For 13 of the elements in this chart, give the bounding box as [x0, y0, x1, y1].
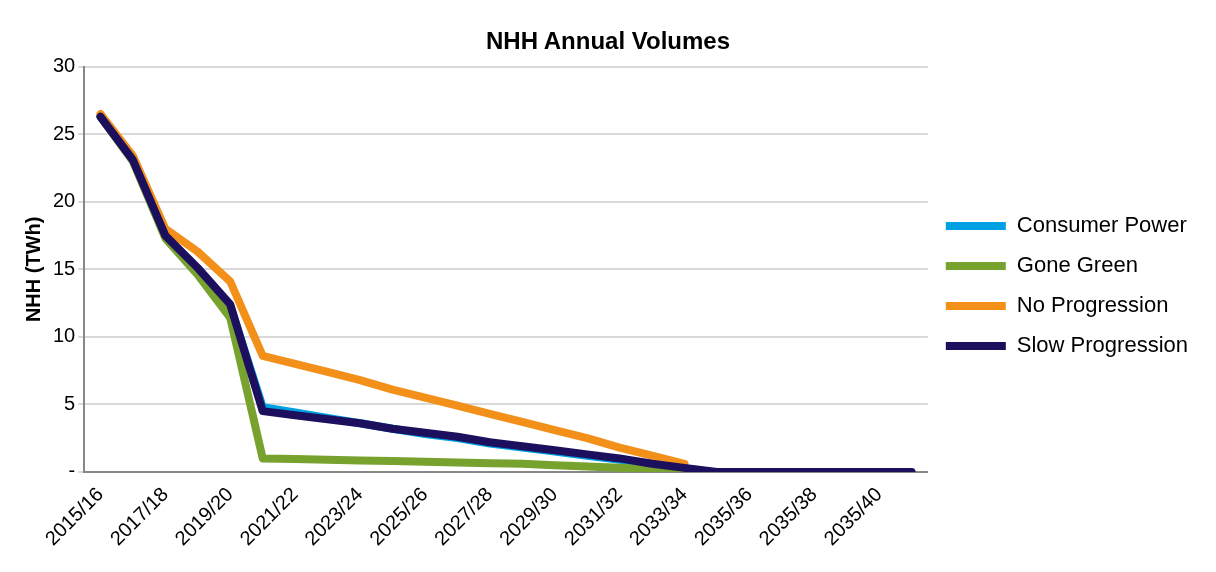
legend-label: Slow Progression [1016, 332, 1188, 358]
y-axis-title: NHH (TWh) [21, 216, 44, 323]
chart-title: NHH Annual Volumes [485, 27, 731, 55]
y-tick-label: 30 [53, 54, 76, 77]
y-tick-label: 25 [53, 121, 76, 144]
legend-label: No Progression [1016, 292, 1169, 318]
y-tick-label: 5 [64, 391, 76, 414]
legend-label: Consumer Power [1016, 212, 1187, 238]
y-tick-label: - [68, 459, 76, 482]
y-tick-label: 20 [53, 189, 76, 212]
y-tick-label: 15 [53, 256, 76, 279]
y-tick-label: 10 [53, 324, 76, 347]
legend-label: Gone Green [1016, 252, 1138, 278]
